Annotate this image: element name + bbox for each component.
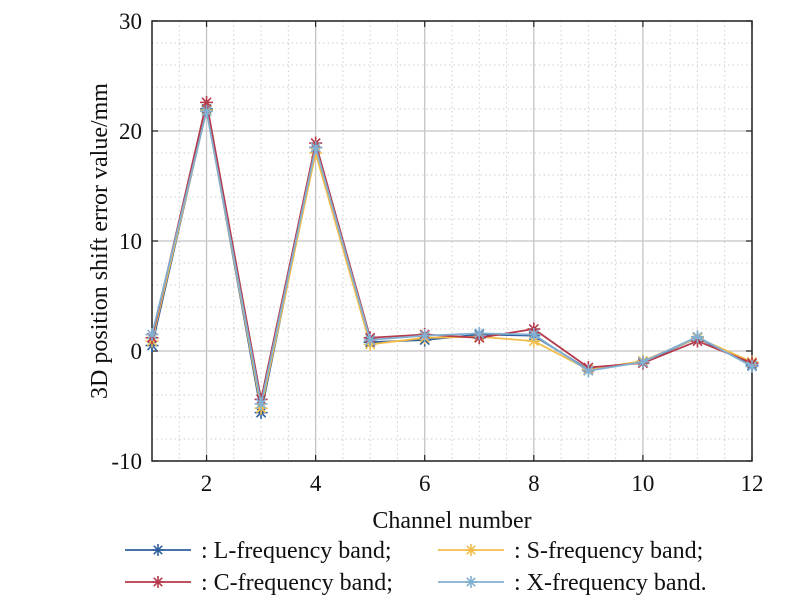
marker-stroke [365,334,376,346]
marker-stroke [419,330,430,341]
marker-stroke [201,97,212,108]
y-tick-label: 30 [119,9,142,34]
asterisk-marker [363,333,377,347]
asterisk-marker [465,544,477,556]
asterisk-marker [745,359,759,373]
marker-stroke [153,545,163,555]
series-line [151,101,753,401]
asterisk-marker [581,364,595,378]
marker-stroke [153,577,163,587]
asterisk-marker [254,397,268,411]
asterisk-marker [418,329,432,343]
marker-stroke [255,398,267,409]
x-axis-label: Channel number [372,508,531,534]
asterisk-marker [309,141,323,154]
marker-stroke [310,142,321,153]
marker-stroke [474,328,485,339]
series-x-band [145,104,759,411]
legend-item: : S-frequency band; [438,538,703,564]
series-c-band [145,95,759,406]
legend-item: : C-frequency band; [125,570,393,596]
x-tick-label: 4 [310,471,322,496]
x-tick-label: 8 [528,471,540,496]
asterisk-marker [690,330,704,344]
y-tick-label: -10 [111,449,142,474]
y-tick-label: 20 [119,119,142,144]
x-tick-label: 6 [419,471,431,496]
x-tick-label: 2 [201,471,213,496]
legend-item: : X-frequency band. [438,570,707,596]
legend-label: : X-frequency band. [514,570,707,596]
asterisk-marker [472,326,486,340]
marker-stroke [146,329,158,340]
y-tick-label: 10 [119,229,142,254]
marker-stroke [692,331,703,342]
marker-stroke [528,329,539,340]
grid [151,20,753,462]
y-axis-label: 3D position shift error value/mm [87,83,113,399]
legend-item: : L-frequency band; [125,538,392,564]
y-tick-label: 0 [131,339,143,364]
legend-label: : L-frequency band; [201,538,392,564]
asterisk-marker [200,104,214,118]
marker-stroke [583,365,594,376]
x-tick-label: 12 [741,471,764,496]
x-tick-label: 10 [631,471,654,496]
asterisk-marker [465,576,477,588]
legend: : L-frequency band; : S-frequency band; : … [125,538,707,596]
marker-stroke [466,577,476,587]
marker-stroke [201,106,212,117]
asterisk-marker [152,576,164,588]
series-group [145,95,759,420]
series-line [151,110,753,405]
asterisk-marker [152,544,164,556]
legend-label: : C-frequency band; [201,570,393,596]
tick-labels: 2 4 6 8 10 12 -10 0 10 20 30 [111,9,763,496]
legend-label: : S-frequency band; [514,538,703,564]
asterisk-marker [145,328,159,341]
asterisk-marker [527,328,541,341]
marker-stroke [746,361,758,372]
asterisk-marker [636,355,650,369]
marker-stroke [466,545,476,555]
marker-stroke [637,356,649,368]
